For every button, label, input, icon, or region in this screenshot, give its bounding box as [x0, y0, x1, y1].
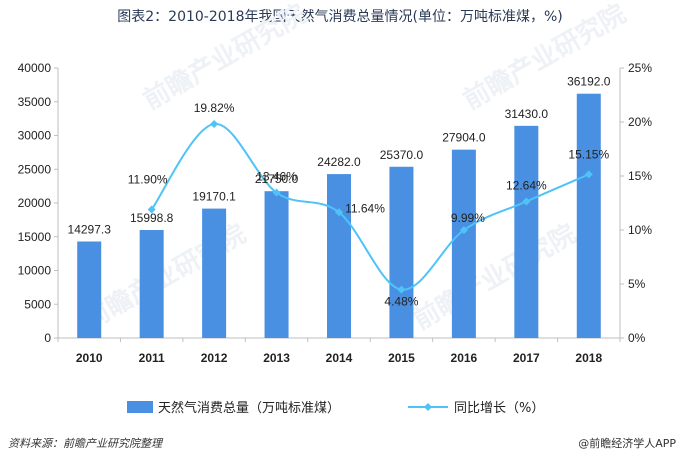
line-value-label: 9.99% — [451, 211, 485, 225]
line-point — [397, 285, 406, 294]
right-y-tick-label: 20% — [628, 115, 652, 129]
left-y-tick-label: 5000 — [24, 297, 51, 311]
legend-line-label: 同比增长（%） — [454, 401, 544, 416]
bar — [139, 230, 164, 338]
bar-value-label: 31430.0 — [505, 107, 549, 121]
right-y-tick-label: 10% — [628, 223, 652, 237]
legend-line-marker — [424, 403, 432, 411]
axes-layer: 0 5000 10000 15000 20000 25000 30000 35000 40000… — [18, 61, 653, 365]
right-y-tick-label: 15% — [628, 169, 652, 183]
x-tick-label: 2011 — [139, 351, 165, 365]
line-point — [335, 208, 343, 217]
bar-value-label: 19170.1 — [192, 190, 236, 204]
bar — [451, 149, 476, 338]
x-tick-label: 2012 — [201, 351, 228, 365]
left-y-tick-label: 10000 — [18, 264, 52, 278]
line-point — [522, 197, 531, 206]
chart-title: 图表2：2010-2018年我国天然气消费总量情况(单位：万吨标准煤，%) — [117, 9, 563, 25]
line-point — [210, 119, 219, 128]
line-point — [147, 205, 156, 214]
bars-layer — [77, 93, 601, 338]
right-y-tick-label: 25% — [628, 61, 652, 75]
bar-value-label: 14297.3 — [68, 222, 112, 236]
bar-value-label: 15998.8 — [130, 211, 174, 225]
brand-tag: @前瞻经济学人APP — [578, 436, 676, 450]
line-point — [584, 170, 593, 179]
left-y-tick-label: 15000 — [18, 230, 52, 244]
bar-value-label: 24282.0 — [317, 155, 361, 169]
x-tick-label: 2010 — [76, 351, 103, 365]
line-value-label: 4.48% — [384, 295, 418, 309]
bar-value-label: 25370.0 — [380, 148, 424, 162]
left-y-tick-label: 0 — [44, 331, 51, 345]
bar — [202, 208, 227, 338]
x-tick-label: 2017 — [513, 351, 540, 365]
left-y-tick-label: 25000 — [18, 162, 52, 176]
bar — [576, 93, 601, 338]
line-value-label: 15.15% — [568, 147, 609, 161]
line-value-label: 19.82% — [194, 101, 235, 115]
line-value-label: 11.64% — [345, 201, 385, 215]
bar-value-label: 36192.0 — [567, 75, 611, 89]
bar — [77, 241, 102, 338]
bar — [514, 125, 539, 338]
legend-bar-label: 天然气消费总量（万吨标准煤） — [158, 400, 340, 416]
bar-value-label: 21750.0 — [255, 172, 299, 186]
x-tick-label: 2016 — [451, 351, 478, 365]
labels-layer: 14297.3 15998.8 19170.1 21750.0 24282.0 25370… — [68, 75, 611, 309]
x-tick-label: 2018 — [575, 351, 602, 365]
line-point — [272, 188, 281, 197]
x-tick-label: 2014 — [326, 351, 353, 365]
line-value-label: 11.90% — [128, 172, 168, 186]
legend-bar-swatch — [127, 401, 153, 413]
right-y-tick-label: 5% — [628, 277, 646, 291]
bar — [264, 191, 289, 338]
watermark: 前瞻产业研究院 — [408, 218, 581, 336]
line-value-label: 13.46% — [256, 170, 297, 184]
bar — [327, 174, 351, 338]
line-layer — [147, 119, 593, 294]
x-tick-label: 2013 — [263, 351, 290, 365]
left-y-tick-label: 40000 — [18, 61, 52, 75]
right-y-tick-label: 0% — [628, 331, 646, 345]
bar-value-label: 27904.0 — [442, 131, 486, 145]
watermark: 前瞻产业研究院 — [138, 0, 311, 116]
left-y-tick-label: 30000 — [18, 129, 52, 143]
source-note: 资料来源：前瞻产业研究院整理 — [8, 437, 164, 450]
left-y-tick-label: 35000 — [18, 95, 52, 109]
watermark: 前瞻产业研究院 — [458, 0, 631, 116]
left-y-tick-label: 20000 — [18, 196, 52, 210]
legend: 天然气消费总量（万吨标准煤） 同比增长（%） — [127, 400, 544, 416]
line-point — [459, 226, 468, 235]
line-value-label: 12.64% — [506, 178, 547, 192]
x-tick-label: 2015 — [388, 351, 415, 365]
bar — [389, 166, 414, 338]
